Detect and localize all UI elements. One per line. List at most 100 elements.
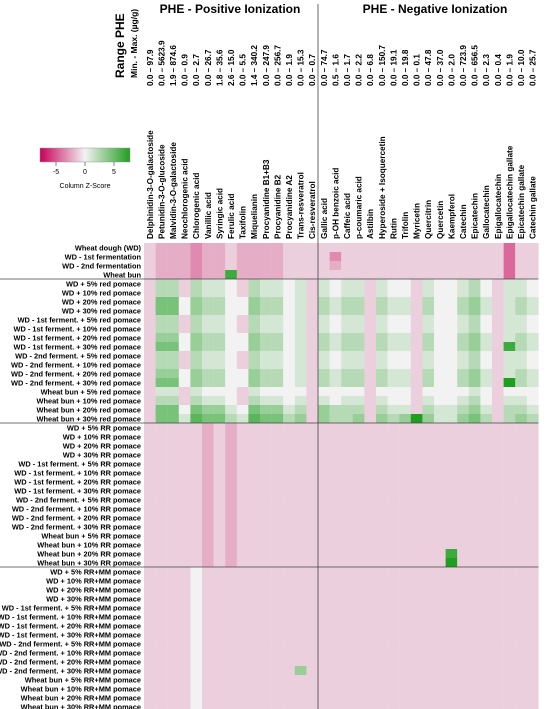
heatmap-cell [515,513,527,523]
heatmap-cell [410,261,423,271]
heatmap-cell [434,603,446,613]
heatmap-cell [410,702,423,709]
heatmap-cell [434,342,446,352]
heatmap-cell [167,567,179,577]
heatmap-cell [364,675,377,685]
heatmap-cell [468,288,481,298]
column-label: Rutin [389,218,398,239]
heatmap-cell [434,684,446,694]
heatmap-cell [271,684,284,694]
heatmap-cell [376,567,388,577]
heatmap-cell [387,396,400,406]
heatmap-cell [283,369,295,379]
column-label: Procyanidine B1+B3 [262,159,271,239]
heatmap-cell [248,342,261,352]
heatmap-cell [225,279,237,289]
column-range-label: 0.0 – 1.9 [285,54,294,86]
heatmap-cell [283,702,295,709]
heatmap-cell [387,495,400,505]
heatmap-cell [434,639,446,649]
heatmap-cell [178,540,191,550]
heatmap-cell [364,558,377,568]
heatmap-cell [376,648,388,658]
heatmap-cell [294,387,307,397]
heatmap-cell [248,558,261,568]
heatmap-cell [155,396,168,406]
heatmap-cell [515,567,527,577]
heatmap-cell [492,639,504,649]
heatmap-cell [480,396,493,406]
heatmap-cell [364,333,377,343]
heatmap-cell [306,252,319,262]
heatmap-cell [445,396,458,406]
row-label: WD - 2nd fermentation [62,261,141,270]
heatmap-cell [306,702,319,709]
heatmap-cell [503,387,516,397]
heatmap-cell [271,675,284,685]
heatmap-cell [480,684,493,694]
heatmap-cell [271,342,284,352]
heatmap-cell [526,468,539,478]
heatmap-cell [329,594,342,604]
heatmap-cell [341,405,353,415]
heatmap-cell [492,702,504,709]
heatmap-cell [294,549,307,559]
heatmap-cell [178,684,191,694]
heatmap-cell [410,360,423,370]
heatmap-cell [271,504,284,514]
heatmap-cell [213,567,226,577]
heatmap-cell [434,324,446,334]
heatmap-cell [410,315,423,325]
heatmap-cell [422,324,435,334]
heatmap-cell [387,513,400,523]
heatmap-cell [236,585,249,595]
heatmap-cell [294,639,307,649]
heatmap-cell [468,369,481,379]
heatmap-cell [144,405,156,415]
heatmap-cell [376,324,388,334]
heatmap-cell [144,387,156,397]
column-range-label: 0.0 – 256.7 [273,45,282,86]
heatmap-cell [468,315,481,325]
heatmap-cell [213,522,226,532]
heatmap-cell [492,477,504,487]
heatmap-cell [445,684,458,694]
heatmap-cell [434,243,446,253]
heatmap-cell [306,261,319,271]
heatmap-cell [376,612,388,622]
heatmap-cell [515,477,527,487]
heatmap-cell [352,270,365,280]
heatmap-cell [526,441,539,451]
heatmap-cell [434,567,446,577]
heatmap-cell [178,576,191,586]
heatmap-cell [318,702,330,709]
range-subtitle: Min. - Max. (µg/g) [129,9,139,78]
heatmap-cell [341,468,353,478]
heatmap-cell [457,369,469,379]
heatmap-cell [503,621,516,631]
heatmap-cell [410,396,423,406]
column-range-label: 0.0 – 656.5 [471,45,480,86]
heatmap-cell [306,531,319,541]
heatmap-cell [457,486,469,496]
heatmap-cell [236,693,249,703]
heatmap-cell [341,306,353,316]
heatmap-cell [178,648,191,658]
heatmap-cell [155,342,168,352]
heatmap-cell [260,549,272,559]
heatmap-cell [283,468,295,478]
heatmap-cell [526,567,539,577]
heatmap-cell [410,657,423,667]
heatmap-cell [492,558,504,568]
heatmap-cell [526,315,539,325]
heatmap-cell [515,495,527,505]
heatmap-cell [445,405,458,415]
heatmap-cell [410,639,423,649]
heatmap-cell [457,540,469,550]
heatmap-cell [399,351,411,361]
heatmap-cell [503,495,516,505]
heatmap-cell [306,621,319,631]
heatmap-cell [329,666,342,676]
heatmap-cell [213,558,226,568]
heatmap-cell [271,378,284,388]
